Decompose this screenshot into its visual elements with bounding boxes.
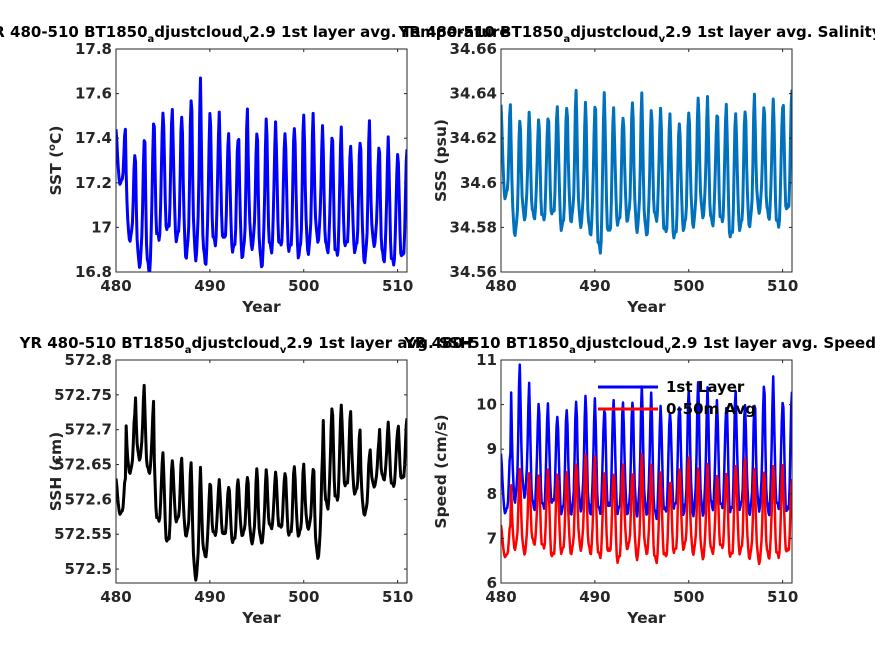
legend: 1st Layer 0-50m Avg bbox=[598, 378, 756, 418]
series-line-1 bbox=[501, 88, 792, 255]
y-axis-label: SST (oC) bbox=[47, 125, 65, 195]
x-tick-label: 480 bbox=[485, 277, 516, 295]
y-tick-label: 11 bbox=[476, 351, 497, 369]
y-tick-label: 34.58 bbox=[450, 218, 497, 236]
y-tick-label: 7 bbox=[487, 529, 497, 547]
series-line-1 bbox=[116, 76, 407, 272]
x-tick-label: 500 bbox=[673, 277, 704, 295]
y-tick-label: 34.66 bbox=[450, 40, 497, 58]
chart-title: YR 480-510 BT1850adjustcloudv2.9 1st lay… bbox=[397, 23, 875, 45]
chart-panel-2: 480 490 500 510 34.56 34.58 34.6 34.62 34.64 34.6… bbox=[397, 23, 875, 316]
y-axis-label: SSH (cm) bbox=[47, 432, 65, 512]
y-tick-label: 17.4 bbox=[75, 129, 112, 147]
x-axis-label: Year bbox=[241, 609, 281, 627]
y-tick-label: 8 bbox=[487, 485, 497, 503]
y-tick-label: 17.8 bbox=[75, 40, 112, 58]
x-tick-label: 480 bbox=[100, 588, 131, 606]
x-axis-label: Year bbox=[241, 298, 281, 316]
y-axis-label: Speed (cm/s) bbox=[432, 414, 450, 528]
y-tick-label: 9 bbox=[487, 440, 497, 458]
x-axis-label: Year bbox=[626, 609, 666, 627]
y-tick-label: 572.8 bbox=[65, 351, 112, 369]
x-tick-label: 510 bbox=[382, 277, 413, 295]
y-tick-label: 17.6 bbox=[75, 85, 112, 103]
chart-panel-1: 480 490 500 510 16.8 17 17.2 17.4 17.6 17.8 Year SS… bbox=[0, 23, 510, 316]
x-tick-label: 490 bbox=[194, 277, 225, 295]
y-tick-label: 6 bbox=[487, 574, 497, 592]
chart-title: YR 480-510 BT1850adjustcloudv2.9 1st lay… bbox=[403, 334, 875, 356]
plot-frame bbox=[115, 48, 408, 273]
y-tick-label: 10 bbox=[476, 396, 497, 414]
y-axis-label: SSS (psu) bbox=[432, 119, 450, 202]
x-tick-label: 500 bbox=[288, 588, 319, 606]
x-tick-label: 510 bbox=[767, 277, 798, 295]
y-tick-label: 34.64 bbox=[450, 85, 497, 103]
series-line-1 bbox=[501, 363, 792, 521]
legend-label: 0-50m Avg bbox=[666, 400, 756, 418]
y-tick-label: 17.2 bbox=[75, 174, 112, 192]
legend-label: 1st Layer bbox=[666, 378, 745, 396]
series-line-2 bbox=[501, 452, 792, 566]
chart-title: YR 480-510 BT1850adjustcloudv2.9 1st lay… bbox=[0, 23, 510, 45]
y-tick-label: 17 bbox=[91, 218, 112, 236]
y-tick-label: 572.75 bbox=[54, 386, 112, 404]
y-tick-label: 16.8 bbox=[75, 263, 112, 281]
x-tick-label: 490 bbox=[579, 588, 610, 606]
plot-frame bbox=[500, 359, 793, 584]
y-tick-label: 572.7 bbox=[65, 421, 112, 439]
y-tick-label: 572.55 bbox=[54, 525, 112, 543]
x-axis-label: Year bbox=[626, 298, 666, 316]
x-tick-label: 510 bbox=[767, 588, 798, 606]
y-tick-label: 572.5 bbox=[65, 560, 112, 578]
x-tick-label: 490 bbox=[194, 588, 225, 606]
y-tick-label: 572.65 bbox=[54, 456, 112, 474]
chart-panel-4: 480 490 500 510 6 7 8 9 10 11 Year Speed (cm/s) YR 4… bbox=[403, 334, 875, 627]
x-tick-label: 490 bbox=[579, 277, 610, 295]
x-tick-label: 480 bbox=[100, 277, 131, 295]
y-tick-label: 34.56 bbox=[450, 263, 497, 281]
plot-frame bbox=[115, 359, 408, 584]
plot-frame bbox=[500, 48, 793, 273]
y-tick-label: 572.6 bbox=[65, 490, 112, 508]
chart-title: YR 480-510 BT1850adjustcloudv2.9 1st lay… bbox=[19, 334, 473, 356]
x-tick-label: 480 bbox=[485, 588, 516, 606]
x-tick-label: 500 bbox=[673, 588, 704, 606]
y-tick-label: 34.62 bbox=[450, 129, 497, 147]
series-line-1 bbox=[116, 383, 407, 582]
y-tick-label: 34.6 bbox=[460, 174, 497, 192]
x-tick-label: 500 bbox=[288, 277, 319, 295]
x-tick-label: 510 bbox=[382, 588, 413, 606]
chart-panel-3: 480 490 500 510572.5572.55572.6572.65572.75… bbox=[19, 334, 473, 627]
